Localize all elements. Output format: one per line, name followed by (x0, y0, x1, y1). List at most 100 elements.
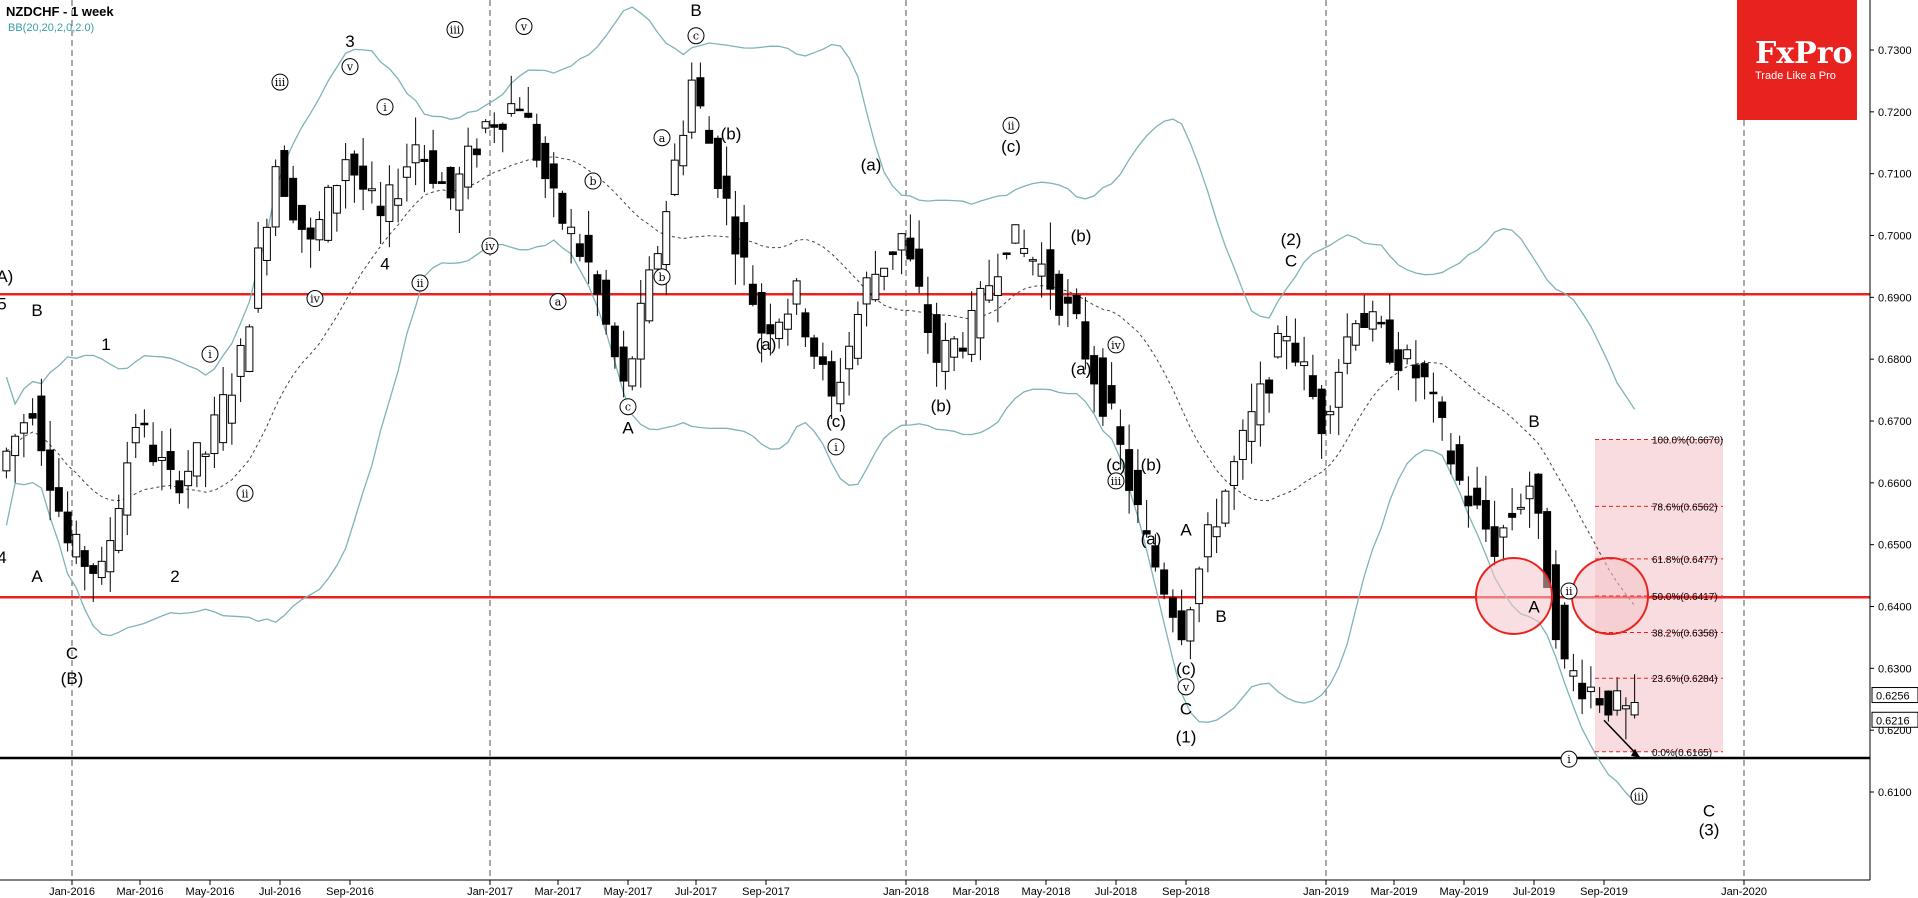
candle (1516, 493, 1525, 515)
candle-body (1481, 500, 1490, 530)
candle-body (1177, 610, 1186, 641)
candle-body (628, 358, 637, 387)
candle (679, 120, 688, 176)
candle (1151, 534, 1160, 572)
candle (28, 398, 37, 426)
wave-label: iv (1111, 339, 1122, 352)
time-tick-label: Jul-2019 (1513, 886, 1555, 898)
candle (967, 291, 976, 363)
candle-body (1273, 332, 1282, 358)
candle (1490, 500, 1499, 566)
candle-body (1499, 527, 1508, 538)
candle-body (593, 274, 602, 295)
candle-body (498, 123, 507, 130)
candle (184, 450, 193, 509)
fibonacci-label: 23.6%(0.6284) (1652, 674, 1718, 685)
candle (46, 420, 55, 521)
candle-body (63, 511, 72, 544)
wave-label: iii (275, 76, 286, 89)
candle (801, 308, 810, 348)
wave-label-circle (1560, 582, 1578, 600)
candle (1002, 252, 1011, 260)
candle (236, 338, 245, 403)
candle-body (1429, 391, 1438, 395)
candle (1604, 690, 1613, 722)
wave-label-circle (687, 27, 705, 45)
candle (1308, 354, 1317, 400)
candle (862, 271, 871, 327)
candle (472, 138, 481, 168)
candle-body (437, 181, 446, 184)
candle (696, 62, 705, 109)
candle-body (420, 158, 429, 163)
candle-body (653, 253, 662, 270)
wave-label: A (622, 418, 634, 437)
candle-body (472, 148, 481, 156)
candle-body (619, 346, 628, 382)
candle (157, 430, 166, 491)
candle (262, 218, 271, 276)
fibonacci-label: 100.0%(0.6670) (1652, 436, 1723, 447)
candle-body (1011, 224, 1020, 244)
candle-body (306, 227, 315, 240)
candle-body (792, 280, 801, 305)
wave-label-circle (1002, 116, 1020, 134)
candle (880, 267, 889, 291)
candle (906, 214, 915, 262)
candle (1291, 318, 1300, 367)
candle-body (446, 166, 455, 199)
wave-label-circle (515, 17, 533, 35)
time-tick-label: Jul-2017 (675, 886, 717, 898)
candle-body (731, 216, 740, 255)
candle (1360, 295, 1369, 328)
candle-body (1256, 383, 1265, 426)
candle (1273, 325, 1282, 359)
candle-body (584, 234, 593, 263)
candle-body (1578, 682, 1587, 700)
candle (498, 122, 507, 153)
candle (63, 491, 72, 552)
candle (175, 470, 184, 504)
projection-arrow-head (1631, 748, 1640, 758)
candle (367, 161, 376, 204)
candle-body (324, 186, 333, 241)
candle-body (722, 175, 731, 199)
time-tick-label: Mar-2016 (116, 886, 163, 898)
candle (1560, 602, 1569, 669)
time-tick-label: May-2016 (186, 886, 235, 898)
wave-label: v (1182, 681, 1190, 694)
wave-label-circle (1177, 678, 1195, 696)
wave-label-circle (481, 237, 499, 255)
candle-body (818, 356, 827, 365)
wave-label: 3 (345, 32, 354, 51)
wave-label-circle (1630, 787, 1648, 805)
wave-label: (2) (1281, 230, 1302, 249)
candle (1063, 279, 1072, 328)
wave-label: i (1567, 753, 1571, 766)
wave-label: B (1528, 412, 1539, 431)
candle-body (385, 184, 394, 222)
candle (1569, 653, 1578, 692)
candle (446, 166, 455, 210)
candle (985, 259, 994, 304)
candle-body (359, 165, 368, 190)
candle (280, 145, 289, 197)
price-tick-label: 0.6300 (1878, 663, 1912, 675)
candle-body (80, 550, 89, 567)
candle (376, 181, 385, 244)
time-tick-label: May-2017 (604, 886, 653, 898)
candle-body (1265, 379, 1274, 394)
candle-body (184, 470, 193, 487)
candle (1385, 294, 1394, 365)
candle-body (610, 325, 619, 358)
candle (490, 112, 499, 144)
wave-label: iv (310, 293, 321, 306)
candle-body (72, 533, 81, 558)
wave-label: (a) (1141, 530, 1162, 549)
candle-body (515, 108, 524, 112)
candle (941, 322, 950, 390)
candle-body (1334, 371, 1343, 408)
wave-label-circle (201, 345, 219, 363)
candle (1351, 320, 1360, 351)
candle (289, 165, 298, 224)
